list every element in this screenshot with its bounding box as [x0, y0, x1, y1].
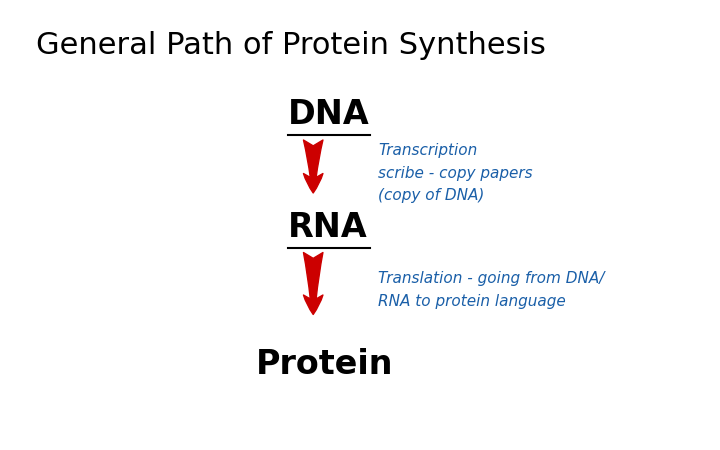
Text: RNA: RNA — [288, 211, 368, 244]
Text: Protein: Protein — [256, 348, 393, 381]
Text: scribe - copy papers: scribe - copy papers — [378, 166, 533, 181]
Text: Transcription: Transcription — [378, 143, 477, 158]
Text: RNA to protein language: RNA to protein language — [378, 294, 566, 309]
Text: Translation - going from DNA/: Translation - going from DNA/ — [378, 271, 604, 287]
Text: (copy of DNA): (copy of DNA) — [378, 188, 485, 203]
Text: General Path of Protein Synthesis: General Path of Protein Synthesis — [36, 32, 546, 60]
Text: DNA: DNA — [288, 98, 370, 131]
